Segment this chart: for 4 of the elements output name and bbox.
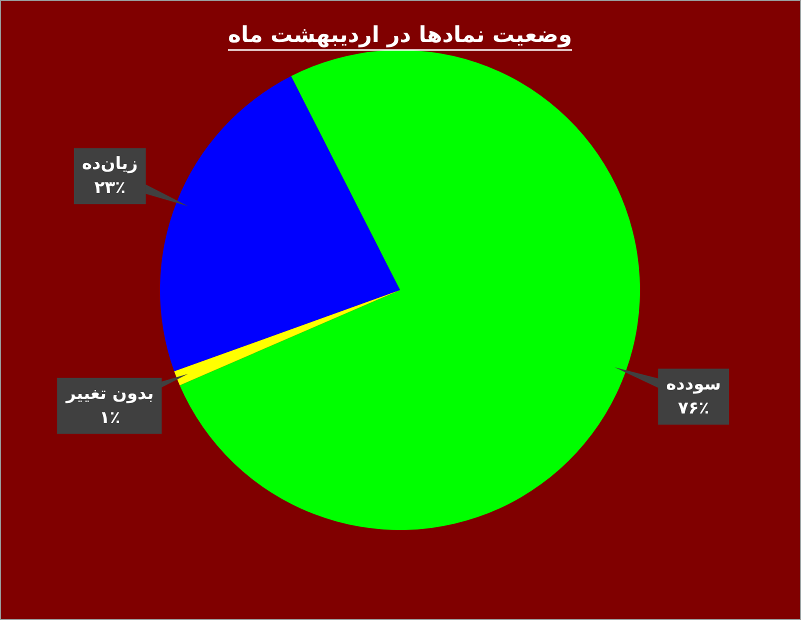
slice-label: زیان‌ده	[82, 154, 138, 174]
data-label: ۷۶٪	[678, 398, 710, 419]
chart-title: وضعیت نمادها در اردیبهشت ماه	[228, 23, 572, 48]
data-label: ۱٪	[100, 408, 120, 428]
